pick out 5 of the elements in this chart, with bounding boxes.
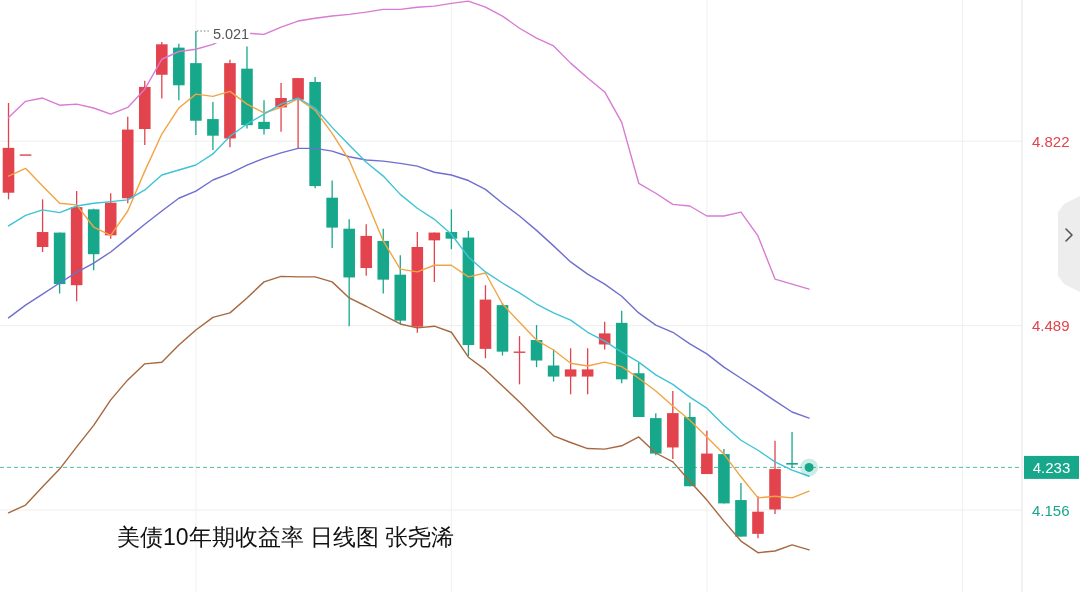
y-tick-label: 4.822 xyxy=(1032,132,1070,150)
y-tick-label: 4.156 xyxy=(1032,501,1070,519)
ref-line-label: 4.233 xyxy=(1032,458,1071,476)
title: 美债10年期收益率 日线图 张尧浠 xyxy=(117,524,455,550)
y-tick-label: 4.489 xyxy=(1032,317,1070,335)
